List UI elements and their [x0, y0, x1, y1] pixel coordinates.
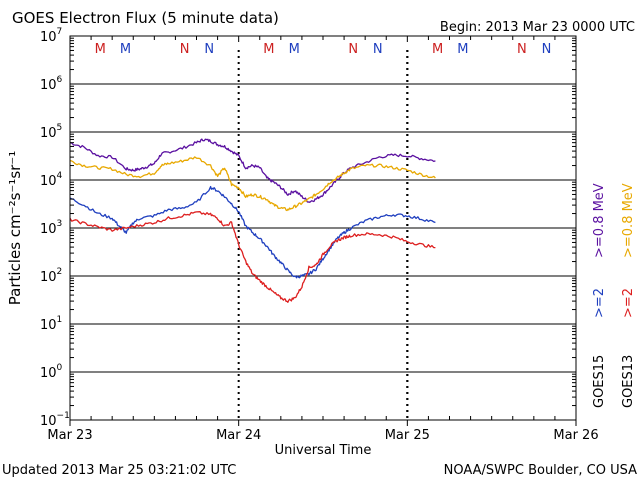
x-tick-label: Mar 25: [385, 428, 430, 443]
y-axis-ticks: 107 106 105 104 103 102 101 100 10−1: [40, 27, 576, 429]
series-line: [69, 138, 436, 203]
marker-label: M: [95, 42, 106, 57]
x-tick-label: Mar 24: [216, 428, 261, 443]
y-tick-label: 100: [40, 363, 63, 381]
y-tick-label: 101: [40, 315, 62, 333]
goes13-08mev-label: >=0.8 MeV: [621, 183, 636, 258]
marker-label: N: [542, 42, 552, 57]
goes15-2mev-label: >=2: [592, 288, 607, 318]
series-line: [69, 156, 436, 212]
y-tick-label: 104: [40, 171, 63, 189]
begin-label: Begin: 2013 Mar 23 0000 UTC: [440, 20, 635, 35]
marker-label: N: [348, 42, 358, 57]
marker-label: N: [204, 42, 214, 57]
goes15-legend-label: GOES15: [592, 355, 607, 408]
y-tick-label: 10−1: [40, 411, 70, 429]
marker-label: M: [263, 42, 274, 57]
marker-label: M: [432, 42, 443, 57]
chart-title: GOES Electron Flux (5 minute data): [12, 9, 279, 27]
x-axis-ticks: Mar 23 Mar 24 Mar 25 Mar 26: [47, 36, 599, 443]
series-line: [69, 211, 436, 303]
marker-label: N: [373, 42, 383, 57]
y-tick-label: 107: [40, 27, 62, 45]
y-tick-label: 103: [40, 219, 62, 237]
marker-label: M: [120, 42, 131, 57]
y-axis-title: Particles cm⁻²s⁻¹sr⁻¹: [6, 151, 24, 305]
marker-label: N: [517, 42, 527, 57]
x-tick-label: Mar 26: [553, 428, 598, 443]
y-tick-label: 106: [40, 75, 63, 93]
goes13-legend-label: GOES13: [621, 355, 636, 408]
goes13-2mev-label: >=2: [621, 288, 636, 318]
x-tick-label: Mar 23: [47, 428, 92, 443]
day-separators: [237, 50, 409, 420]
series-line: [69, 185, 436, 279]
marker-label: M: [457, 42, 468, 57]
goes15-08mev-label: >=0.8 MeV: [592, 183, 607, 258]
series-layer: [69, 138, 436, 303]
x-axis-title: Universal Time: [275, 443, 372, 458]
marker-label: N: [180, 42, 190, 57]
marker-label: M: [289, 42, 300, 57]
updated-timestamp: Updated 2013 Mar 25 03:21:02 UTC: [2, 463, 236, 478]
y-tick-label: 102: [40, 267, 62, 285]
right-side-legend: GOES15 GOES13 >=2 >=2 >=0.8 MeV >=0.8 Me…: [592, 183, 636, 408]
y-tick-label: 105: [40, 123, 62, 141]
credit-label: NOAA/SWPC Boulder, CO USA: [444, 463, 637, 478]
